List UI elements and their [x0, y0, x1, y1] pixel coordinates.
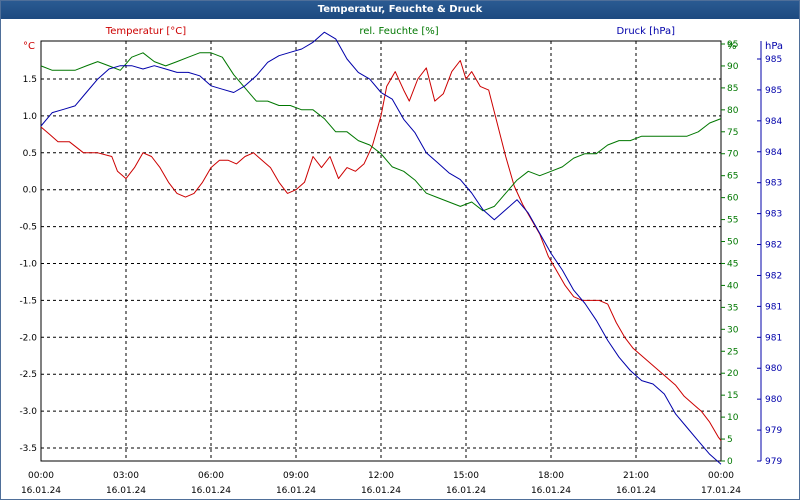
y-tick-label-pressure: 985 [765, 86, 782, 96]
y-tick-label-temperature: 1.0 [23, 112, 38, 122]
x-tick-label-date: 16.01.24 [616, 486, 656, 496]
y-tick-label-pressure: 980 [765, 395, 782, 405]
x-tick-label-date: 16.01.24 [446, 486, 486, 496]
y-tick-label-pressure: 984 [765, 117, 782, 127]
y-tick-label-temperature: 1.5 [23, 75, 37, 85]
series-line-humidity [40, 52, 722, 212]
y-tick-label-temperature: -3.5 [19, 444, 37, 454]
y-tick-label-humidity: 20 [727, 369, 739, 379]
y-tick-label-temperature: -2.0 [19, 333, 37, 343]
y-tick-label-temperature: -3.0 [19, 407, 37, 417]
series-line-pressure [40, 31, 722, 465]
y-tick-label-humidity: 95 [727, 40, 738, 50]
x-tick-label-time: 21:00 [623, 471, 649, 481]
y-tick-label-pressure: 982 [765, 271, 782, 281]
legend-label: rel. Feuchte [%] [359, 26, 438, 37]
x-tick-label-date: 16.01.24 [276, 486, 316, 496]
x-tick-label-time: 06:00 [198, 471, 224, 481]
y-tick-label-humidity: 80 [727, 106, 739, 116]
pressure-unit-label: hPa [765, 41, 783, 52]
chart-labels: 00:00 16.01.24 03:00 16.01.24 06:00 16.01.24 0… [19, 26, 783, 496]
x-tick-label-time: 00:00 [28, 471, 54, 481]
y-tick-label-humidity: 0 [727, 457, 733, 467]
y-tick-label-humidity: 50 [727, 238, 739, 248]
y-tick-label-pressure: 984 [765, 148, 782, 158]
y-tick-label-humidity: 55 [727, 216, 738, 226]
y-tick-label-humidity: 40 [727, 281, 739, 291]
y-tick-label-pressure: 979 [765, 426, 782, 436]
y-tick-label-pressure: 979 [765, 457, 782, 467]
chart-axes [40, 40, 762, 462]
y-tick-label-temperature: 0.0 [23, 186, 38, 196]
y-tick-label-temperature: -0.5 [19, 223, 37, 233]
x-tick-label-date: 16.01.24 [191, 486, 231, 496]
chart-series [40, 31, 722, 465]
y-tick-label-humidity: 90 [727, 62, 739, 72]
y-tick-label-humidity: 65 [727, 172, 738, 182]
y-tick-label-humidity: 30 [727, 325, 739, 335]
humidity-unit-label: % [727, 41, 737, 52]
y-tick-label-pressure: 983 [765, 179, 782, 189]
y-tick-label-humidity: 15 [727, 391, 738, 401]
x-tick-label-time: 00:00 [708, 471, 734, 481]
legend-label: Temperatur [°C] [105, 26, 186, 37]
x-tick-label-time: 18:00 [538, 471, 564, 481]
y-tick-label-humidity: 85 [727, 84, 738, 94]
y-tick-label-pressure: 981 [765, 302, 782, 312]
chart-grid [41, 41, 721, 461]
y-tick-label-temperature: 0.5 [23, 149, 37, 159]
y-tick-label-humidity: 45 [727, 259, 738, 269]
series-line-temperature [40, 60, 722, 441]
x-tick-label-date: 17.01.24 [701, 486, 741, 496]
y-tick-label-temperature: -2.5 [19, 370, 37, 380]
y-tick-label-humidity: 25 [727, 347, 738, 357]
y-tick-label-pressure: 982 [765, 241, 782, 251]
y-tick-label-pressure: 980 [765, 364, 782, 374]
y-tick-label-temperature: -1.5 [19, 296, 37, 306]
y-tick-label-humidity: 70 [727, 150, 739, 160]
x-tick-label-date: 16.01.24 [21, 486, 61, 496]
y-tick-label-temperature: -1.0 [19, 260, 37, 270]
y-tick-label-pressure: 985 [765, 55, 782, 65]
legend-label: Druck [hPa] [617, 26, 676, 37]
x-tick-label-time: 03:00 [113, 471, 139, 481]
x-tick-label-date: 16.01.24 [106, 486, 146, 496]
window-title: Temperatur, Feuchte & Druck [1, 1, 799, 19]
y-tick-label-humidity: 35 [727, 303, 738, 313]
plot-frame [40, 40, 722, 462]
temperature-unit-label: °C [23, 41, 35, 52]
y-tick-label-humidity: 75 [727, 128, 738, 138]
y-tick-label-pressure: 981 [765, 333, 782, 343]
y-tick-label-humidity: 5 [727, 435, 733, 445]
x-tick-label-date: 16.01.24 [531, 486, 571, 496]
y-tick-label-humidity: 60 [727, 194, 739, 204]
x-tick-label-date: 16.01.24 [361, 486, 401, 496]
x-tick-label-time: 09:00 [283, 471, 309, 481]
y-tick-label-pressure: 983 [765, 210, 782, 220]
x-tick-label-time: 12:00 [368, 471, 394, 481]
y-tick-label-humidity: 10 [727, 413, 739, 423]
x-tick-label-time: 15:00 [453, 471, 479, 481]
